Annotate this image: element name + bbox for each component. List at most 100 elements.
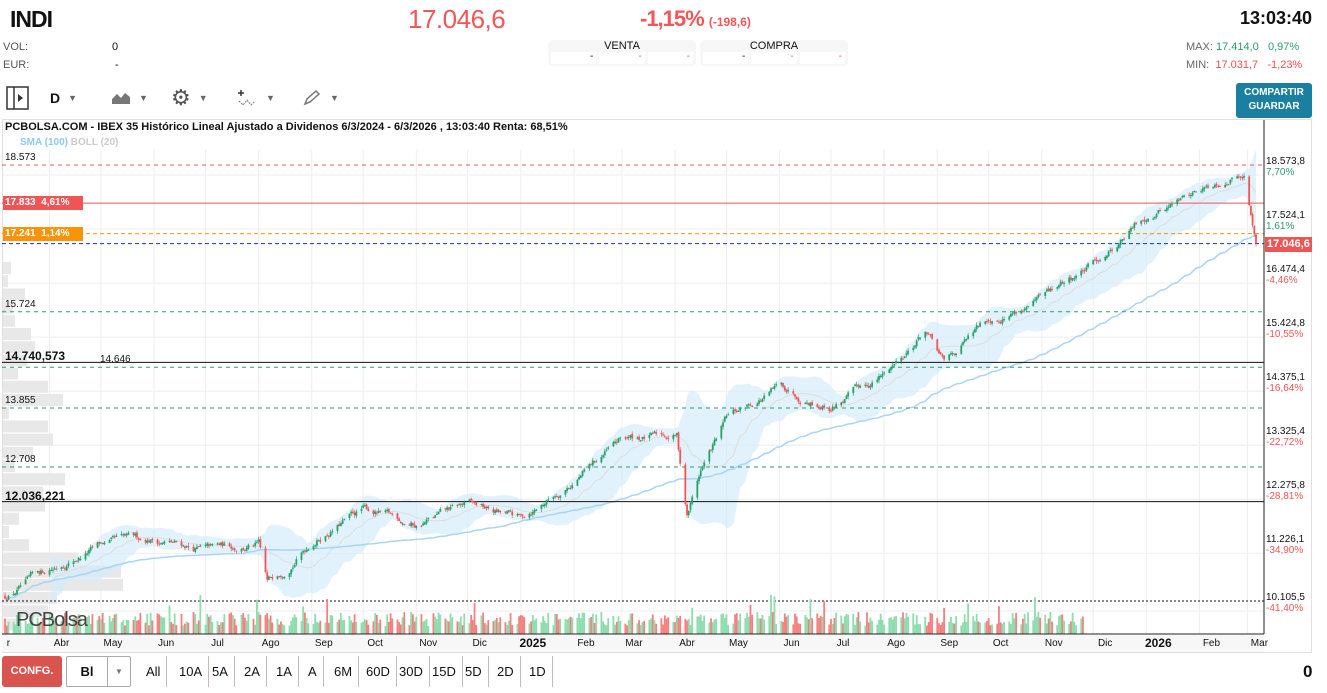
y-axis-price: 10.105,5: [1266, 592, 1305, 604]
volume-bar: [187, 622, 190, 634]
candle: [1167, 206, 1170, 208]
venta-cell: -: [599, 52, 645, 64]
volume-bar: [619, 620, 622, 634]
settings-dropdown[interactable]: ⚙ ▼: [171, 85, 208, 110]
config-button[interactable]: CONFG.: [2, 656, 62, 687]
sma-legend[interactable]: SMA (100): [20, 137, 68, 148]
share-save-button[interactable]: COMPARTIR GUARDAR: [1236, 83, 1312, 118]
volume-bar: [603, 624, 606, 634]
range-button-60d[interactable]: 60D: [360, 656, 397, 687]
price-chart[interactable]: [0, 0, 1327, 655]
candle: [523, 516, 526, 518]
volume-bar: [951, 622, 954, 634]
boll-legend[interactable]: BOLL (20): [70, 137, 119, 148]
range-button-1a[interactable]: 1A: [270, 656, 299, 687]
candle: [437, 511, 440, 515]
y-axis-label: 18.573,8 7,70%: [1266, 156, 1305, 178]
min-row: MIN: 17.031,7 -1,23%: [1186, 59, 1302, 71]
volume-bar: [943, 607, 946, 634]
volume-bar: [696, 616, 699, 634]
candle: [735, 410, 738, 413]
candle: [223, 543, 226, 546]
range-button-2a[interactable]: 2A: [238, 656, 267, 687]
volume-bar: [891, 619, 894, 634]
volume-bar: [156, 613, 159, 634]
chart-type-dropdown[interactable]: ▼: [111, 86, 148, 110]
candle: [411, 522, 414, 526]
volume-bar: [528, 623, 531, 634]
range-button-a[interactable]: A: [302, 656, 324, 687]
candle: [101, 543, 104, 545]
range-button-2d[interactable]: 2D: [491, 656, 521, 687]
candle: [689, 502, 692, 510]
candle: [170, 540, 173, 543]
candle: [410, 522, 413, 527]
candle: [816, 404, 819, 407]
volume-bar: [615, 621, 618, 634]
candle: [232, 548, 234, 550]
candle: [854, 384, 856, 387]
indicators-dropdown[interactable]: ▼: [238, 86, 275, 110]
candle: [1200, 191, 1203, 193]
candle: [963, 339, 966, 343]
volume-bar: [315, 621, 318, 634]
level-label: 15.724: [5, 298, 36, 310]
candle: [785, 389, 788, 393]
volume-bar: [554, 613, 556, 634]
range-button-10a[interactable]: 10A: [173, 656, 210, 687]
volume-bar: [432, 613, 435, 634]
chart-area[interactable]: [2, 119, 1312, 653]
level-tag[interactable]: 17.833 4,61%: [3, 196, 83, 211]
range-button-all[interactable]: All: [140, 656, 168, 687]
candle: [581, 471, 584, 476]
candle: [1128, 230, 1131, 240]
y-axis-pct: -34,90%: [1266, 545, 1304, 557]
volume-bar: [962, 622, 964, 634]
candle: [835, 404, 838, 408]
chart-style-select[interactable]: Bl ▼: [66, 656, 131, 687]
volume-bar: [480, 615, 483, 634]
range-button-15d[interactable]: 15D: [426, 656, 463, 687]
candle: [451, 504, 454, 506]
candle: [725, 415, 728, 418]
candle: [182, 545, 185, 547]
candle: [444, 508, 447, 510]
eur-value: -: [115, 59, 119, 71]
candle: [1181, 196, 1184, 198]
level-tag[interactable]: 17.241 1,14%: [3, 226, 83, 241]
candle: [1056, 287, 1059, 289]
volume-bar: [787, 615, 790, 634]
level-label: 17.833: [5, 197, 36, 209]
range-button-30d[interactable]: 30D: [393, 656, 430, 687]
candle: [665, 437, 668, 439]
candle: [220, 542, 222, 545]
volume-bar: [835, 612, 838, 634]
candle: [602, 455, 604, 458]
candle: [687, 510, 690, 516]
range-button-6m[interactable]: 6M: [328, 656, 360, 687]
range-button-5d[interactable]: 5D: [459, 656, 489, 687]
candle: [955, 353, 958, 356]
volume-bar: [19, 613, 22, 634]
candle: [547, 499, 550, 501]
candle: [559, 495, 562, 498]
candle: [629, 435, 632, 438]
candle: [619, 437, 622, 439]
volume-bar: [871, 620, 874, 634]
volume-bar: [648, 619, 651, 634]
range-button-5a[interactable]: 5A: [206, 656, 235, 687]
candle: [1249, 205, 1252, 215]
period-dropdown[interactable]: D ▼: [50, 86, 77, 110]
candle: [1248, 176, 1251, 206]
candle: [1229, 179, 1232, 184]
candle: [975, 325, 978, 330]
volume-bar: [341, 620, 344, 634]
panel-toggle-button[interactable]: [6, 86, 30, 110]
drawing-dropdown[interactable]: ▼: [302, 86, 339, 110]
range-button-1d[interactable]: 1D: [523, 656, 553, 687]
candle: [595, 461, 598, 463]
candle: [365, 504, 368, 510]
candle: [1027, 305, 1029, 307]
y-axis-label: 16.474,4 -4,46%: [1266, 264, 1305, 286]
volume-bar: [264, 615, 267, 634]
